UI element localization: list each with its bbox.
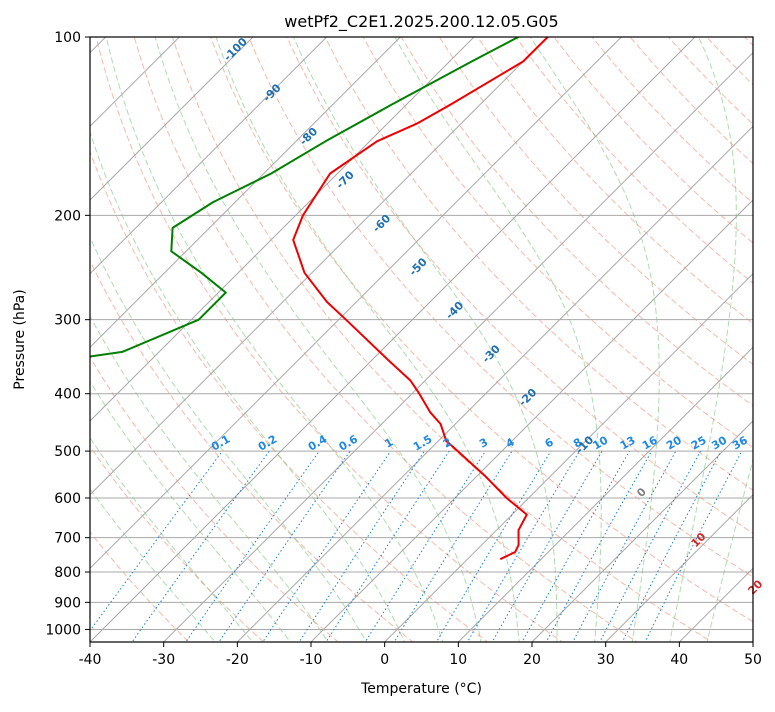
mixing-ratio-line xyxy=(218,450,351,642)
mixing-ratio-line xyxy=(393,450,513,642)
mixing-ratio-lines xyxy=(90,450,743,642)
y-axis-ticks: 1000 900 800 700 600 500 400 300 200 100 xyxy=(45,30,90,638)
moist-adiabat-line xyxy=(90,235,367,642)
dry-adiabat-line xyxy=(90,150,489,642)
isotherm-line xyxy=(752,641,753,642)
y-tick-label: 300 xyxy=(54,313,81,329)
isotherm-line xyxy=(90,37,696,642)
mixing-ratio-line xyxy=(572,450,677,642)
isotherm-line xyxy=(90,37,475,422)
isotherm-line xyxy=(236,125,753,642)
x-tick-label: -20 xyxy=(226,652,249,668)
mixing-ratio-line xyxy=(599,450,701,642)
mixing-ratio-line xyxy=(491,450,603,642)
y-tick-label: 500 xyxy=(54,444,81,460)
dry-adiabat-line xyxy=(171,37,713,642)
mixing-ratio-line xyxy=(466,450,580,642)
y-tick-label: 700 xyxy=(54,531,81,547)
isotherm-line xyxy=(90,37,401,349)
moist-adiabat-line xyxy=(90,436,254,642)
isotherm-line xyxy=(90,37,328,275)
x-tick-label: 40 xyxy=(670,652,688,668)
mixing-ratio-line xyxy=(364,450,486,642)
isotherm-line xyxy=(90,37,254,201)
temperature-profile-line xyxy=(292,37,549,560)
dry-adiabat-line xyxy=(95,37,564,642)
x-tick-label: 50 xyxy=(744,652,762,668)
mixing-ratio-line xyxy=(298,450,425,642)
mixing-ratio-line xyxy=(545,450,653,642)
dry-adiabat-line xyxy=(477,37,753,325)
x-tick-label: 30 xyxy=(597,652,615,668)
y-axis-label: Pressure (hPa) xyxy=(12,289,28,389)
dry-adiabat-line xyxy=(133,37,638,642)
y-tick-label: 800 xyxy=(54,565,81,581)
x-tick-label: -10 xyxy=(300,652,323,668)
mixing-ratio-line xyxy=(262,450,392,642)
y-tick-label: 100 xyxy=(54,30,81,46)
isotherm-line xyxy=(457,346,753,642)
x-tick-label: 20 xyxy=(523,652,541,668)
isotherm-line xyxy=(531,420,753,642)
dry-adiabat-line xyxy=(209,37,753,623)
isotherm-line xyxy=(90,37,622,570)
pressure-gridlines xyxy=(90,37,753,630)
isotherms xyxy=(90,37,753,642)
isotherm-line xyxy=(90,37,549,496)
x-axis-label: Temperature (°C) xyxy=(360,681,482,697)
dry-adiabat-line xyxy=(90,356,339,642)
plot-area xyxy=(90,37,753,642)
plot-frame xyxy=(89,36,754,643)
moist-adiabat-line xyxy=(669,37,737,642)
x-tick-label: 0 xyxy=(380,652,389,668)
isotherm-line xyxy=(605,493,753,642)
x-tick-label: -30 xyxy=(152,652,175,668)
moist-adiabat-line xyxy=(90,380,291,642)
chart-title: wetPf2_C2E1.2025.200.12.05.G05 xyxy=(284,12,558,32)
y-tick-label: 900 xyxy=(54,595,81,611)
mixing-ratio-line xyxy=(435,450,552,642)
dry-adiabat-line xyxy=(324,37,753,491)
x-tick-label: 10 xyxy=(449,652,467,668)
dry-adiabat-line xyxy=(515,37,753,284)
x-tick-label: -40 xyxy=(79,652,102,668)
y-tick-label: 200 xyxy=(54,208,81,224)
y-tick-label: 400 xyxy=(54,387,81,403)
mixing-ratio-line xyxy=(325,450,450,642)
y-tick-label: 600 xyxy=(54,491,81,507)
profiles xyxy=(90,37,549,560)
x-axis-ticks: -40 -30 -20 -10 0 10 20 30 40 50 xyxy=(79,642,762,668)
isotherm-line xyxy=(163,51,753,642)
isotherm-line xyxy=(384,272,753,642)
dry-adiabat-line xyxy=(400,37,753,407)
y-tick-label: 1000 xyxy=(45,622,81,638)
dry-adiabat-line xyxy=(756,10,775,654)
moist-adiabat-line xyxy=(90,488,216,642)
dry-adiabat-line xyxy=(90,445,265,642)
dry-adiabat-line xyxy=(90,259,414,642)
moist-adiabat-line xyxy=(90,314,329,642)
dry-adiabat-line xyxy=(248,37,753,578)
mixing-ratio-line xyxy=(131,450,270,642)
moist-adiabat-line xyxy=(215,37,520,642)
isotherm-line xyxy=(310,199,753,642)
dewpoint-profile-line xyxy=(90,37,520,358)
